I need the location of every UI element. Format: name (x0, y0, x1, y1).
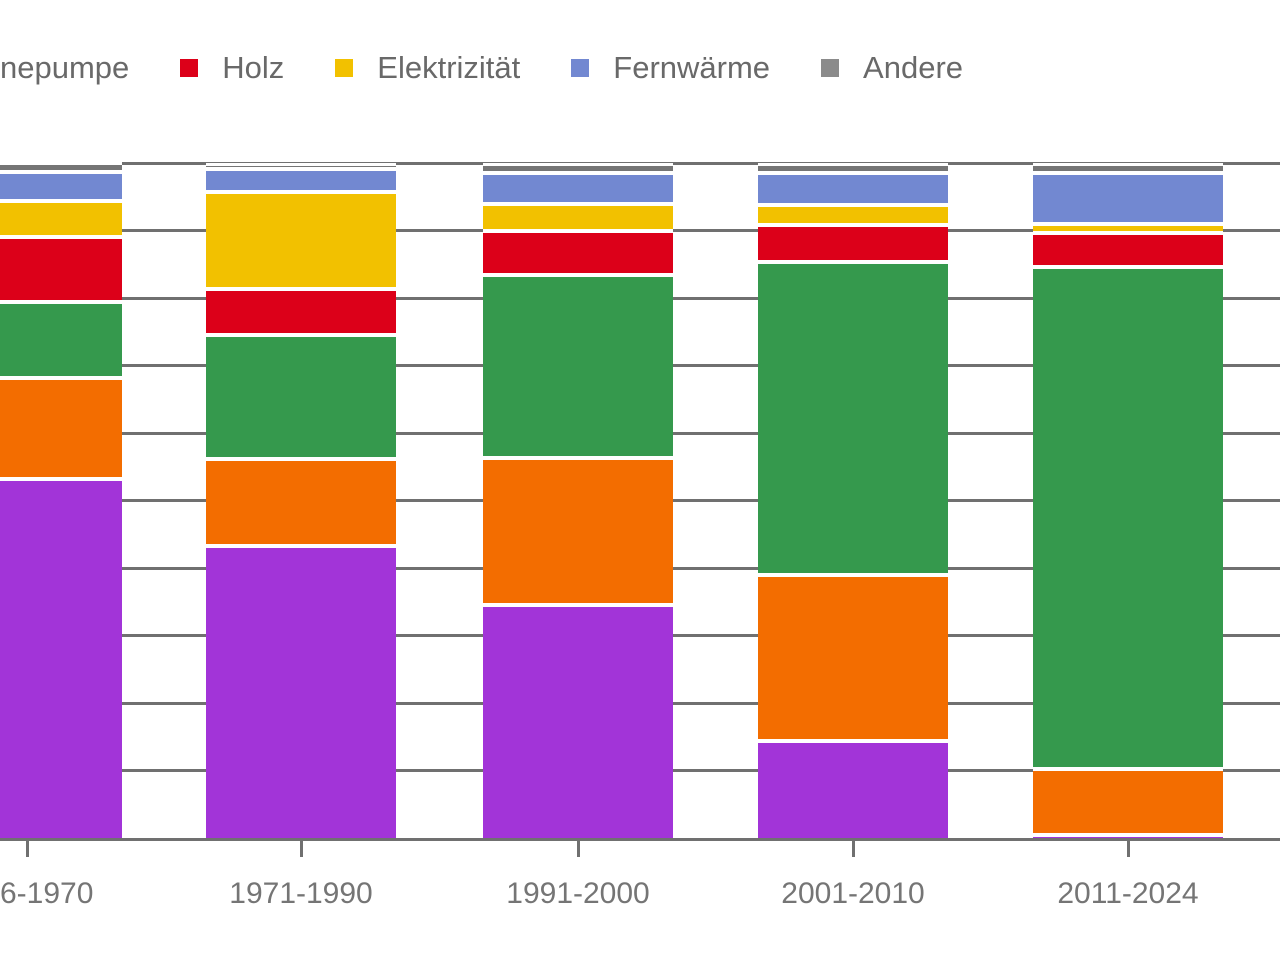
x-axis-tick (1126, 841, 1130, 857)
legend-item-andere: Andere (821, 48, 963, 88)
bar-1991-2000 (483, 162, 673, 838)
bar-segment-orange (0, 375, 122, 478)
bar-segment-gray (206, 162, 396, 168)
legend-item-fernwärme: Fernwärme (571, 48, 770, 88)
bar-segment-green (758, 259, 948, 574)
bar-segment-gray (0, 161, 122, 171)
bar-segment-red (758, 222, 948, 260)
legend-swatch-icon (335, 59, 354, 77)
bar-1971-1990 (206, 162, 396, 838)
bar-segment-yellow (0, 199, 122, 235)
bar-segment-purple (483, 602, 673, 838)
bar-2001-2010 (758, 162, 948, 838)
bar-segment-gray (1033, 162, 1223, 172)
legend-label: nepumpe (0, 50, 130, 85)
legend-swatch-icon (821, 59, 840, 77)
legend-item-holz: Holz (180, 48, 284, 88)
bar-segment-red (0, 234, 122, 301)
x-axis-label: 1971-1990 (229, 877, 373, 910)
bar-segment-yellow (758, 203, 948, 223)
bar-segment-blue (483, 170, 673, 203)
bar-2011-2024 (1033, 162, 1223, 838)
bar-segment-blue (758, 171, 948, 204)
bar-segment-blue (206, 167, 396, 190)
legend-item-elektrizität: Elektrizität (335, 48, 520, 88)
bar-6-1970 (0, 161, 122, 838)
x-axis-tick (576, 841, 580, 857)
bar-segment-red (483, 229, 673, 273)
x-axis-label: 2011-2024 (1057, 877, 1199, 910)
x-axis-label: 6-1970 (0, 877, 94, 910)
bar-segment-red (1033, 230, 1223, 266)
legend-label: Holz (222, 50, 285, 85)
legend-swatch-icon (180, 59, 199, 77)
bar-segment-yellow (1033, 222, 1223, 231)
legend-label: Fernwärme (613, 50, 771, 85)
legend-swatch-icon (571, 59, 590, 77)
x-axis-label: 1991-2000 (506, 877, 650, 910)
x-axis-tick (851, 841, 855, 857)
bar-segment-orange (206, 457, 396, 545)
x-axis-tick (25, 841, 29, 857)
legend-label: Elektrizität (377, 50, 521, 85)
bar-segment-purple (0, 477, 122, 838)
bar-segment-green (0, 300, 122, 376)
bar-segment-orange (483, 455, 673, 603)
bar-segment-purple (758, 738, 948, 838)
bar-segment-green (1033, 265, 1223, 768)
bar-segment-gray (758, 162, 948, 172)
bar-segment-green (483, 272, 673, 456)
legend-label: Andere (863, 50, 964, 85)
legend-item-nepumpe: nepumpe (0, 48, 129, 88)
x-axis-tick (299, 841, 303, 857)
bar-segment-purple (206, 544, 396, 838)
bar-segment-yellow (483, 202, 673, 230)
bar-segment-blue (0, 170, 122, 200)
chart-legend: nepumpe Holz Elektrizität Fernwärme Andere (0, 48, 963, 88)
bar-segment-blue (1033, 171, 1223, 222)
bar-segment-orange (758, 573, 948, 739)
x-axis-label: 2001-2010 (781, 877, 925, 910)
bar-segment-green (206, 333, 396, 458)
x-axis-line (0, 838, 1280, 841)
bar-segment-red (206, 286, 396, 334)
bar-segment-purple (1033, 832, 1223, 838)
bar-segment-gray (483, 162, 673, 171)
bar-segment-orange (1033, 767, 1223, 833)
bar-segment-yellow (206, 189, 396, 287)
